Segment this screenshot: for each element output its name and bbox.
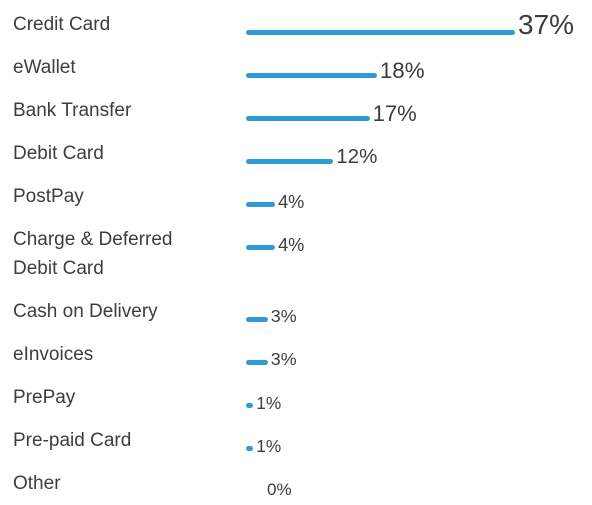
row: Cash on Delivery 3% [0,290,592,333]
value-label: 4% [278,234,305,255]
bar [246,73,377,78]
category-label: Charge & Deferred Debit Card [13,229,173,279]
bar [246,159,334,164]
row: Charge & Deferred Debit Card 4% [0,218,592,290]
bar-group: 12% [246,132,377,168]
category-label: PostPay [13,186,84,207]
bar-group: 4% [246,175,304,211]
row: Bank Transfer 17% [0,89,592,132]
bar [246,360,268,365]
bar [246,317,268,322]
value-label: 3% [270,349,297,370]
row: Debit Card 12% [0,132,592,175]
value-label: 4% [278,191,305,212]
bar [246,202,276,207]
row: Pre-paid Card 1% [0,419,592,462]
bar [246,30,515,35]
value-label: 17% [372,100,417,126]
row: Credit Card 37% [0,3,592,46]
bar-group: 3% [246,290,297,326]
bar [246,245,276,250]
bar [246,403,254,408]
value-label: 18% [379,57,425,83]
category-label: eInvoices [13,344,94,365]
value-label: 1% [256,435,282,456]
bar-group: 1% [246,376,281,412]
category-label: Pre-paid Card [13,430,132,451]
row: eInvoices 3% [0,333,592,376]
value-label: 37% [518,9,575,40]
category-label: eWallet [13,57,76,78]
category-label: Bank Transfer [13,100,132,121]
category-label: Other [13,473,61,494]
bar [246,116,370,121]
bar-group: 3% [246,333,297,369]
category-label: PrePay [13,387,76,408]
row: PrePay 1% [0,376,592,419]
bar-group: 1% [246,419,281,455]
bar-group: 18% [246,46,425,82]
category-label: Credit Card [13,14,111,35]
bar-group: 0% [246,462,292,498]
value-label: 3% [270,306,297,327]
row: PostPay 4% [0,175,592,218]
row: Other 0% [0,462,592,505]
value-label: 0% [267,480,292,499]
bar [246,446,254,451]
bar-group: 4% [246,218,304,254]
value-label: 1% [256,392,282,413]
value-label: 12% [336,145,378,169]
bar-group: 17% [246,89,417,125]
row: eWallet 18% [0,46,592,89]
category-label: Cash on Delivery [13,301,158,322]
category-label: Debit Card [13,143,104,164]
bar-group: 37% [246,3,574,39]
